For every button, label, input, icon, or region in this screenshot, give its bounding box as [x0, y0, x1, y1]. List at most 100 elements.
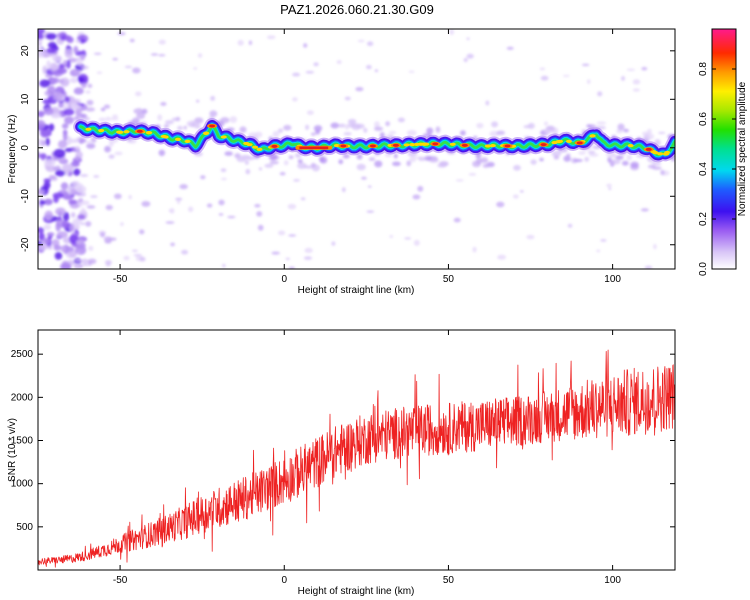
halo-blob	[164, 120, 174, 125]
noise-blob	[197, 53, 203, 58]
noise-blob	[193, 67, 198, 70]
ridge-hotspot	[449, 142, 456, 146]
ridge-peak	[392, 143, 399, 147]
noise-blob	[124, 65, 133, 69]
halo-blob	[209, 110, 218, 117]
noise-blob	[306, 110, 314, 115]
noise-blob	[54, 170, 66, 177]
noise-blob	[44, 210, 54, 221]
halo-blob	[277, 128, 284, 134]
halo-blob	[573, 158, 583, 163]
halo-blob	[615, 155, 624, 160]
halo-blob	[272, 130, 280, 138]
noise-blob	[108, 237, 117, 241]
noise-blob	[258, 167, 263, 171]
halo-blob	[356, 153, 363, 160]
ridge-hotspot	[220, 135, 227, 139]
halo-blob	[234, 153, 241, 159]
noise-blob	[93, 175, 100, 178]
noise-blob	[374, 69, 379, 73]
noise-blob	[257, 224, 264, 231]
ridge-peak	[645, 147, 652, 151]
noise-blob	[85, 90, 91, 94]
ridge-hotspot	[243, 141, 250, 146]
halo-blob	[393, 153, 398, 159]
spectrogram-x-tick-label: 0	[281, 274, 287, 285]
noise-blob	[160, 102, 167, 107]
noise-blob	[53, 195, 59, 203]
noise-blob	[74, 225, 81, 229]
noise-blob	[77, 214, 86, 220]
noise-blob	[50, 77, 60, 84]
halo-blob	[651, 166, 662, 170]
noise-blob	[150, 53, 159, 56]
noise-blob	[85, 221, 92, 227]
ridge-hotspot	[565, 139, 572, 143]
noise-blob	[80, 55, 86, 58]
noise-blob	[222, 263, 226, 268]
noise-blob	[64, 35, 72, 41]
halo-blob	[630, 161, 639, 168]
halo-blob	[374, 160, 383, 168]
noise-blob	[76, 59, 83, 65]
noise-blob	[165, 221, 175, 224]
noise-blob	[60, 262, 72, 269]
halo-blob	[136, 112, 146, 120]
ridge-hotspot	[421, 142, 428, 146]
noise-blob	[497, 254, 507, 260]
noise-blob	[76, 251, 81, 255]
noise-blob	[158, 39, 166, 45]
noise-blob	[75, 106, 82, 117]
noise-blob	[304, 247, 313, 254]
halo-blob	[338, 123, 346, 128]
noise-blob	[47, 41, 57, 49]
ridge-hotspot	[202, 131, 209, 135]
halo-blob	[245, 156, 255, 161]
noise-blob	[256, 211, 263, 217]
noise-blob	[39, 79, 51, 88]
spectrogram-y-tick-label: 20	[20, 45, 31, 57]
spectrogram-x-tick-label: -50	[113, 274, 128, 285]
noise-blob	[43, 181, 51, 190]
halo-blob	[513, 164, 521, 171]
noise-blob	[397, 117, 405, 123]
noise-blob	[52, 55, 63, 62]
noise-blob	[587, 79, 591, 85]
noise-blob	[61, 220, 70, 229]
colorbar-tick-label: 0.8	[698, 62, 709, 76]
noise-blob	[220, 168, 227, 173]
noise-blob	[520, 190, 524, 193]
halo-blob	[303, 165, 314, 169]
halo-blob	[588, 153, 599, 157]
noise-blob	[86, 140, 92, 144]
noise-blob	[48, 123, 55, 132]
ridge-hotspot	[627, 144, 634, 148]
noise-blob	[389, 235, 394, 239]
halo-blob	[584, 156, 590, 162]
noise-blob	[292, 72, 301, 77]
snr-series-line	[38, 349, 675, 568]
noise-blob	[365, 64, 372, 70]
noise-blob	[80, 200, 90, 206]
halo-blob	[578, 151, 586, 155]
noise-blob	[53, 244, 62, 251]
noise-blob	[303, 256, 313, 260]
halo-blob	[437, 163, 447, 168]
noise-blob	[57, 216, 62, 221]
noise-blob	[45, 33, 57, 40]
halo-blob	[177, 125, 183, 131]
noise-blob	[74, 258, 83, 262]
halo-blob	[406, 129, 417, 136]
noise-blob	[404, 237, 412, 240]
noise-blob	[100, 232, 106, 238]
colorbar-tick-label: 0.6	[698, 112, 709, 126]
noise-blob	[39, 200, 46, 205]
noise-blob	[170, 242, 175, 247]
halo-blob	[644, 133, 655, 140]
noise-blob	[81, 258, 89, 265]
noise-blob	[78, 193, 87, 197]
noise-blob	[632, 88, 640, 92]
noise-blob	[38, 110, 45, 118]
noise-blob	[93, 52, 102, 55]
halo-blob	[544, 121, 549, 126]
